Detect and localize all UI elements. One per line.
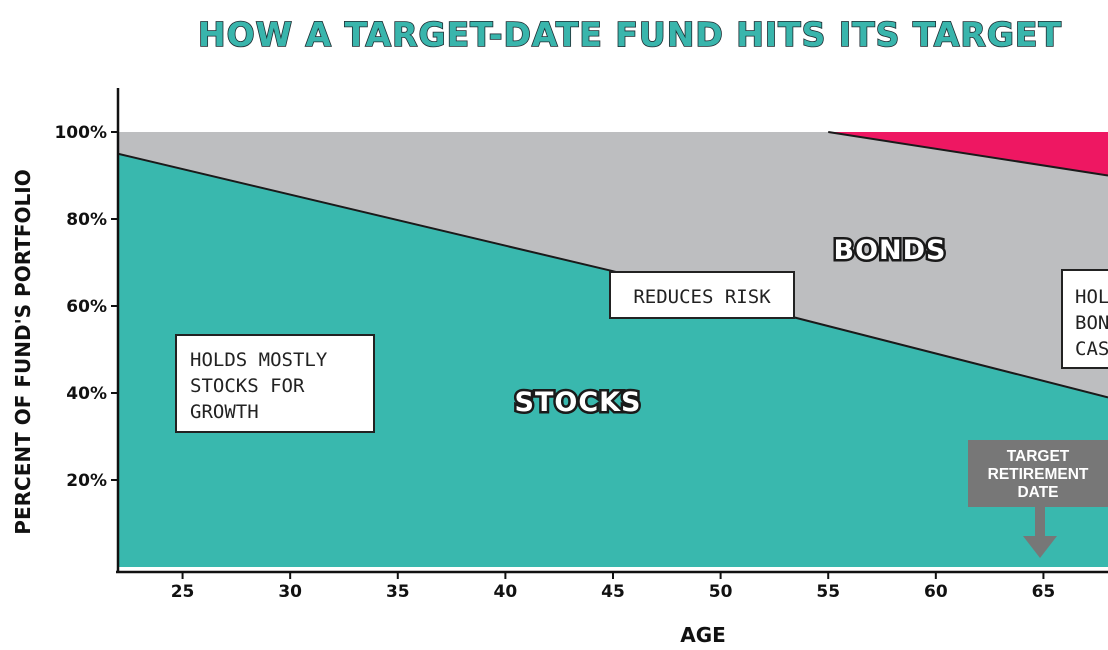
y-tick-label: 100% (54, 123, 107, 143)
reduces-risk-text: REDUCES RISK (633, 286, 771, 308)
y-tick-label: 80% (66, 210, 107, 230)
reduces-risk-box (609, 271, 795, 319)
right-note: HOL BON CAS (1061, 269, 1108, 369)
plot-areas (117, 131, 1108, 567)
right-note-line: CAS (1075, 338, 1108, 360)
x-tick-label: 65 (1032, 582, 1056, 602)
target-marker-line: TARGET (1007, 448, 1070, 465)
stocks-note-line: GROWTH (190, 401, 259, 423)
stocks-note-line: STOCKS FOR (190, 375, 305, 397)
target-arrow-shaft (1035, 507, 1045, 537)
x-tick-label: 25 (171, 582, 195, 602)
chart-title: HOW A TARGET-DATE FUND HITS ITS TARGET (198, 15, 1062, 54)
x-tick-label: 35 (386, 582, 410, 602)
ticks: 25 30 35 40 45 50 55 60 65 20% 40% 60% 80% 100% (54, 123, 1055, 602)
y-axis-label: PERCENT OF FUND'S PORTFOLIO (11, 169, 35, 534)
y-tick-label: 60% (66, 297, 107, 317)
y-tick-label: 20% (66, 471, 107, 491)
bonds-series-label: BONDS (834, 235, 947, 266)
x-tick-label: 60 (924, 582, 948, 602)
stocks-note-box (175, 334, 375, 433)
right-note-line: BON (1075, 312, 1108, 334)
target-marker-line: RETIREMENT (988, 466, 1089, 483)
x-tick-label: 45 (601, 582, 625, 602)
target-arrow-head (1023, 536, 1057, 558)
stocks-series-label: STOCKS (515, 387, 642, 418)
right-note-line: HOL (1075, 286, 1108, 308)
reduces-risk-note: REDUCES RISK (609, 271, 795, 319)
x-tick-label: 30 (278, 582, 302, 602)
y-tick-label: 40% (66, 384, 107, 404)
x-tick-label: 40 (494, 582, 518, 602)
x-tick-label: 50 (709, 582, 733, 602)
target-marker-line: DATE (1017, 484, 1058, 501)
x-tick-label: 55 (816, 582, 840, 602)
stocks-area (118, 153, 1108, 567)
right-note-box (1061, 269, 1108, 369)
cash-boundary-line (828, 131, 1108, 177)
target-marker-box (968, 440, 1108, 507)
stocks-note: HOLDS MOSTLY STOCKS FOR GROWTH (175, 334, 375, 433)
target-retirement-marker: TARGET RETIREMENT DATE (968, 440, 1108, 558)
stocks-note-line: HOLDS MOSTLY (190, 349, 328, 371)
x-axis-label: AGE (680, 623, 726, 647)
